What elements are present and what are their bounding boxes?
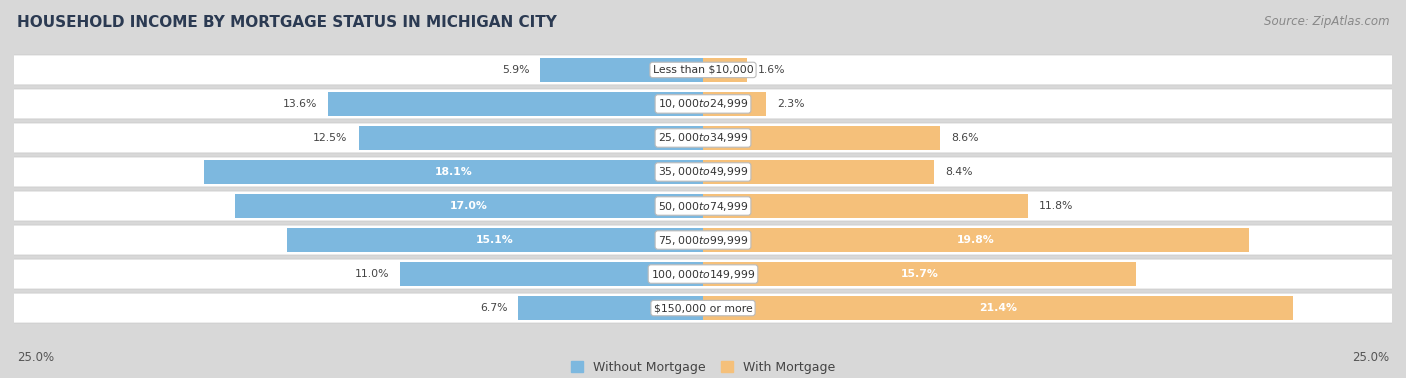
- Text: 11.0%: 11.0%: [354, 269, 389, 279]
- Bar: [287, 228, 703, 252]
- Bar: [399, 262, 703, 286]
- Text: 12.5%: 12.5%: [314, 133, 347, 143]
- Text: $75,000 to $99,999: $75,000 to $99,999: [658, 234, 748, 246]
- Text: 25.0%: 25.0%: [1353, 351, 1389, 364]
- Bar: [703, 160, 935, 184]
- FancyBboxPatch shape: [8, 123, 1398, 153]
- Bar: [703, 126, 941, 150]
- Text: 5.9%: 5.9%: [502, 65, 530, 75]
- Text: 17.0%: 17.0%: [450, 201, 488, 211]
- FancyBboxPatch shape: [8, 259, 1398, 289]
- Text: $35,000 to $49,999: $35,000 to $49,999: [658, 166, 748, 178]
- Text: 25.0%: 25.0%: [17, 351, 53, 364]
- FancyBboxPatch shape: [8, 89, 1398, 119]
- FancyBboxPatch shape: [8, 191, 1398, 221]
- Text: Less than $10,000: Less than $10,000: [652, 65, 754, 75]
- Text: 15.7%: 15.7%: [900, 269, 938, 279]
- Bar: [540, 58, 703, 82]
- Text: 21.4%: 21.4%: [979, 303, 1017, 313]
- FancyBboxPatch shape: [8, 225, 1398, 255]
- Text: Source: ZipAtlas.com: Source: ZipAtlas.com: [1264, 15, 1389, 28]
- Text: 2.3%: 2.3%: [778, 99, 804, 109]
- Text: 8.4%: 8.4%: [945, 167, 973, 177]
- FancyBboxPatch shape: [8, 55, 1398, 85]
- Text: 19.8%: 19.8%: [957, 235, 994, 245]
- Text: HOUSEHOLD INCOME BY MORTGAGE STATUS IN MICHIGAN CITY: HOUSEHOLD INCOME BY MORTGAGE STATUS IN M…: [17, 15, 557, 30]
- Text: $100,000 to $149,999: $100,000 to $149,999: [651, 268, 755, 280]
- FancyBboxPatch shape: [8, 293, 1398, 323]
- Bar: [328, 92, 703, 116]
- Bar: [703, 58, 747, 82]
- Bar: [703, 228, 1249, 252]
- Text: 15.1%: 15.1%: [477, 235, 513, 245]
- Text: $25,000 to $34,999: $25,000 to $34,999: [658, 132, 748, 144]
- Text: 8.6%: 8.6%: [950, 133, 979, 143]
- Bar: [703, 194, 1028, 218]
- Text: $150,000 or more: $150,000 or more: [654, 303, 752, 313]
- Bar: [703, 92, 766, 116]
- Bar: [359, 126, 703, 150]
- Bar: [204, 160, 703, 184]
- Bar: [703, 296, 1292, 320]
- Text: $10,000 to $24,999: $10,000 to $24,999: [658, 98, 748, 110]
- Legend: Without Mortgage, With Mortgage: Without Mortgage, With Mortgage: [565, 356, 841, 378]
- Bar: [235, 194, 703, 218]
- Text: 18.1%: 18.1%: [434, 167, 472, 177]
- Text: 6.7%: 6.7%: [479, 303, 508, 313]
- Text: 13.6%: 13.6%: [283, 99, 318, 109]
- Bar: [703, 262, 1136, 286]
- FancyBboxPatch shape: [8, 157, 1398, 187]
- Bar: [519, 296, 703, 320]
- Text: 1.6%: 1.6%: [758, 65, 786, 75]
- Text: $50,000 to $74,999: $50,000 to $74,999: [658, 200, 748, 212]
- Text: 11.8%: 11.8%: [1039, 201, 1074, 211]
